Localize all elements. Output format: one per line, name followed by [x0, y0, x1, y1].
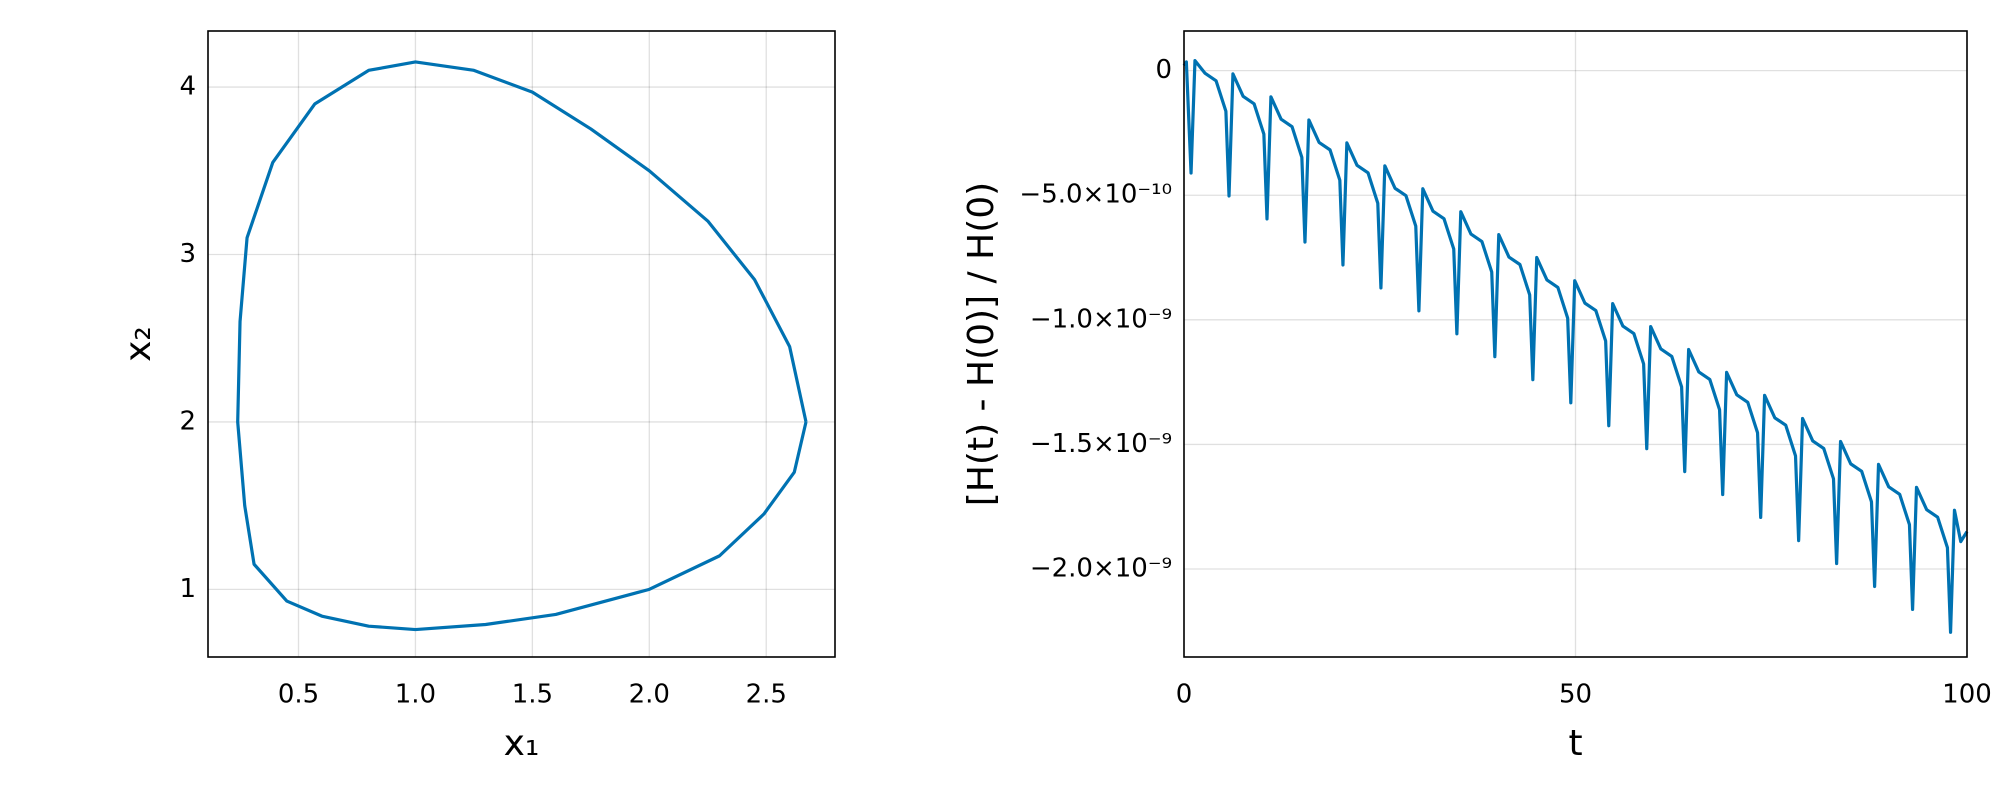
y-tick-label: 0	[1155, 55, 1172, 85]
x-axis-label: t	[1568, 723, 1582, 764]
x-tick-label: 2.0	[629, 680, 670, 710]
y-tick-label: −1.0×10⁻⁹	[1030, 304, 1172, 334]
x-tick-label: 1.0	[395, 680, 436, 710]
data-line	[236, 60, 808, 632]
y-tick-label: −1.5×10⁻⁹	[1030, 429, 1172, 459]
axes-frame	[1183, 30, 1968, 658]
y-tick-label: −5.0×10⁻¹⁰	[1019, 180, 1172, 210]
x-tick-label: 2.5	[746, 680, 787, 710]
data-line	[1182, 59, 1969, 634]
axes-frame	[207, 30, 836, 658]
x-tick-label: 50	[1559, 680, 1592, 710]
x-axis-label: x₁	[504, 723, 540, 764]
y-axis-label: [H(t) - H(0)] / H(0)	[961, 182, 1002, 506]
x-tick-label: 0.5	[278, 680, 319, 710]
y-tick-label: 4	[179, 72, 196, 102]
x-tick-label: 0	[1176, 680, 1193, 710]
x-tick-label: 1.5	[512, 680, 553, 710]
x-tick-label: 100	[1942, 680, 1992, 710]
y-axis-label: x₂	[118, 326, 159, 362]
y-tick-label: 2	[179, 406, 196, 436]
y-tick-label: −2.0×10⁻⁹	[1030, 554, 1172, 584]
y-tick-label: 3	[179, 239, 196, 269]
y-tick-label: 1	[179, 574, 196, 604]
